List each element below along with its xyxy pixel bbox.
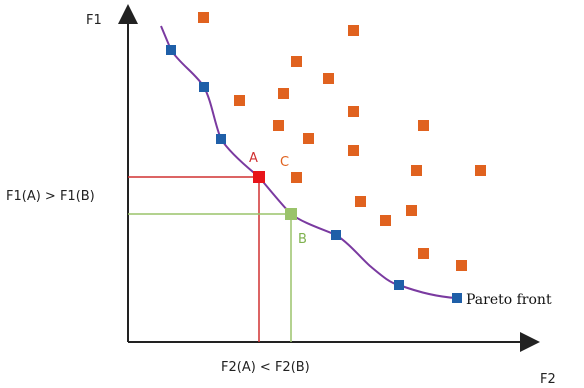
dominated-point bbox=[418, 120, 429, 131]
dominated-point bbox=[355, 196, 366, 207]
pareto-front-label: Pareto front bbox=[466, 292, 552, 308]
dominated-point bbox=[411, 165, 422, 176]
dominated-point bbox=[348, 106, 359, 117]
front-point bbox=[394, 280, 404, 290]
dominated-point bbox=[406, 205, 417, 216]
pareto-front-curve bbox=[160, 25, 458, 299]
dominated-point bbox=[198, 12, 209, 23]
point-b-marker bbox=[285, 208, 297, 220]
dominated-point bbox=[348, 25, 359, 36]
dominated-point bbox=[234, 95, 245, 106]
dominated-point bbox=[380, 215, 391, 226]
front-point bbox=[216, 134, 226, 144]
front-points bbox=[166, 45, 462, 303]
dominated-point bbox=[291, 172, 302, 183]
front-point bbox=[331, 230, 341, 240]
dominated-point bbox=[303, 133, 314, 144]
point-b-label: B bbox=[298, 232, 307, 247]
dominated-point bbox=[348, 145, 359, 156]
dominated-point bbox=[273, 120, 284, 131]
f1-comparison-label: F1(A) > F1(B) bbox=[6, 189, 95, 204]
dominated-point bbox=[323, 73, 334, 84]
dominated-point bbox=[278, 88, 289, 99]
x-axis-label: F2 bbox=[540, 372, 556, 387]
front-point bbox=[166, 45, 176, 55]
dominated-point bbox=[291, 56, 302, 67]
dominated-points bbox=[198, 12, 486, 271]
f2-comparison-label: F2(A) < F2(B) bbox=[221, 360, 310, 375]
dominated-point bbox=[456, 260, 467, 271]
point-c-label: C bbox=[280, 155, 289, 170]
front-point bbox=[452, 293, 462, 303]
dominated-point bbox=[418, 248, 429, 259]
y-axis-label: F1 bbox=[86, 13, 102, 28]
front-point bbox=[199, 82, 209, 92]
dominated-point bbox=[475, 165, 486, 176]
point-a-marker bbox=[253, 171, 265, 183]
point-a-label: A bbox=[249, 151, 258, 166]
